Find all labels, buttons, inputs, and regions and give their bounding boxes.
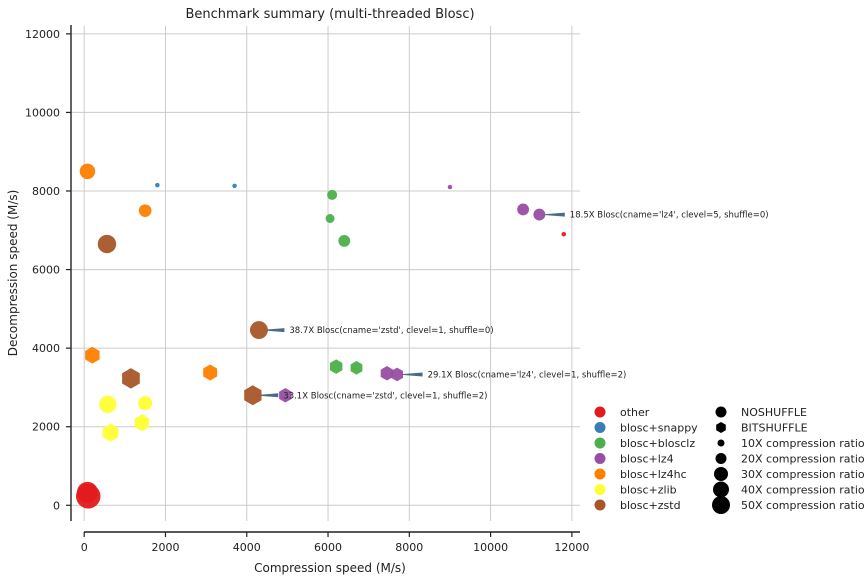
legend-label: 50X compression ratio (741, 499, 864, 512)
legend-ratio-marker (714, 467, 728, 481)
legend-marker (595, 422, 606, 433)
axes: 0 2000 4000 6000 8000 10000 12000 0 2000 4000 6000… (25, 25, 589, 554)
blosc-snappy-point (232, 184, 236, 188)
x-tick-label: 0 (81, 541, 88, 554)
legend-label: 20X compression ratio (741, 453, 864, 466)
blosc-lz4-point (448, 185, 452, 189)
legend-label: blosc+blosclz (620, 437, 695, 450)
legend-ratio-marker (712, 496, 730, 514)
x-tick-label: 8000 (395, 541, 423, 554)
grid-lines (72, 26, 580, 521)
blosc-bloscz-point (338, 235, 350, 247)
annotation-label: 29.1X Blosc(cname='lz4', clevel=1, shuff… (428, 370, 627, 380)
annotation-label: 18.5X Blosc(cname='lz4', clevel=5, shuff… (570, 211, 769, 221)
blosc-bloscz-point (327, 190, 337, 200)
other-point (562, 232, 566, 236)
y-axis-label: Decompression speed (M/s) (6, 190, 20, 357)
x-tick-label: 12000 (554, 541, 589, 554)
x-tick-label: 10000 (473, 541, 508, 554)
legend-marker (595, 407, 606, 418)
legend-label: blosc+lz4hc (620, 468, 687, 481)
legend-label: other (620, 406, 650, 419)
annotation-label: 38.7X Blosc(cname='zstd', clevel=1, shuf… (289, 326, 493, 336)
legend-label: NOSHUFFLE (741, 406, 807, 419)
legend-label: blosc+lz4 (620, 453, 674, 466)
legend-marker (595, 469, 606, 480)
y-tick-label: 10000 (25, 106, 60, 119)
legend-label: blosc+snappy (620, 422, 698, 435)
blosc-bloscz-point (326, 214, 335, 223)
other-point (76, 484, 100, 508)
legend-ratio-marker (716, 453, 727, 464)
y-tick-label: 12000 (25, 28, 60, 41)
legend-bitshuffle-marker (716, 422, 726, 433)
legend-marker (595, 500, 606, 511)
legend-marker (595, 453, 606, 464)
blosc-lz4hc-point (80, 164, 95, 179)
legend-ratio-marker (713, 482, 729, 498)
legend-label: 10X compression ratio (741, 437, 864, 450)
legend-marker (595, 484, 606, 495)
chart-title: Benchmark summary (multi-threaded Blosc) (185, 7, 474, 22)
y-tick-label: 8000 (32, 185, 60, 198)
blosc-zlib-point (135, 414, 149, 431)
blosc-lz4-point (517, 204, 529, 216)
blosc-zstd-point (122, 368, 140, 389)
legend-label: BITSHUFFLE (741, 422, 808, 435)
x-tick-label: 2000 (151, 541, 179, 554)
blosc-lz4hc-point (139, 204, 152, 217)
legend-label: blosc+zstd (620, 499, 681, 512)
blosc-lz4hc-point (203, 365, 217, 381)
y-tick-label: 0 (53, 499, 60, 512)
y-tick-label: 4000 (32, 342, 60, 355)
blosc-lz4-point (533, 209, 545, 221)
legend-ratio-marker (718, 440, 725, 447)
annotation-label: 33.1X Blosc(cname='zstd', clevel=1, shuf… (283, 391, 487, 401)
legend-label: 40X compression ratio (741, 484, 864, 497)
blosc-bloscz-point (351, 361, 363, 375)
legend: other blosc+snappy blosc+blosclz blosc+lz4 b… (595, 406, 864, 514)
legend-label: blosc+zlib (620, 484, 677, 497)
blosc-zstd-point (250, 321, 268, 339)
blosc-bloscz-point (330, 359, 343, 374)
x-axis-label: Compression speed (M/s) (254, 561, 406, 575)
blosc-zlib-point (99, 396, 116, 413)
x-tick-label: 4000 (233, 541, 261, 554)
legend-noshuffle-marker (716, 407, 727, 418)
legend-marker (595, 438, 606, 449)
x-tick-label: 6000 (314, 541, 342, 554)
blosc-snappy-point (155, 183, 159, 187)
y-tick-label: 2000 (32, 421, 60, 434)
blosc-zstd-point (98, 235, 116, 253)
blosc-zlib-point (138, 396, 152, 410)
legend-label: 30X compression ratio (741, 468, 864, 481)
y-tick-label: 6000 (32, 264, 60, 277)
blosc-lz4hc-point (85, 347, 100, 364)
